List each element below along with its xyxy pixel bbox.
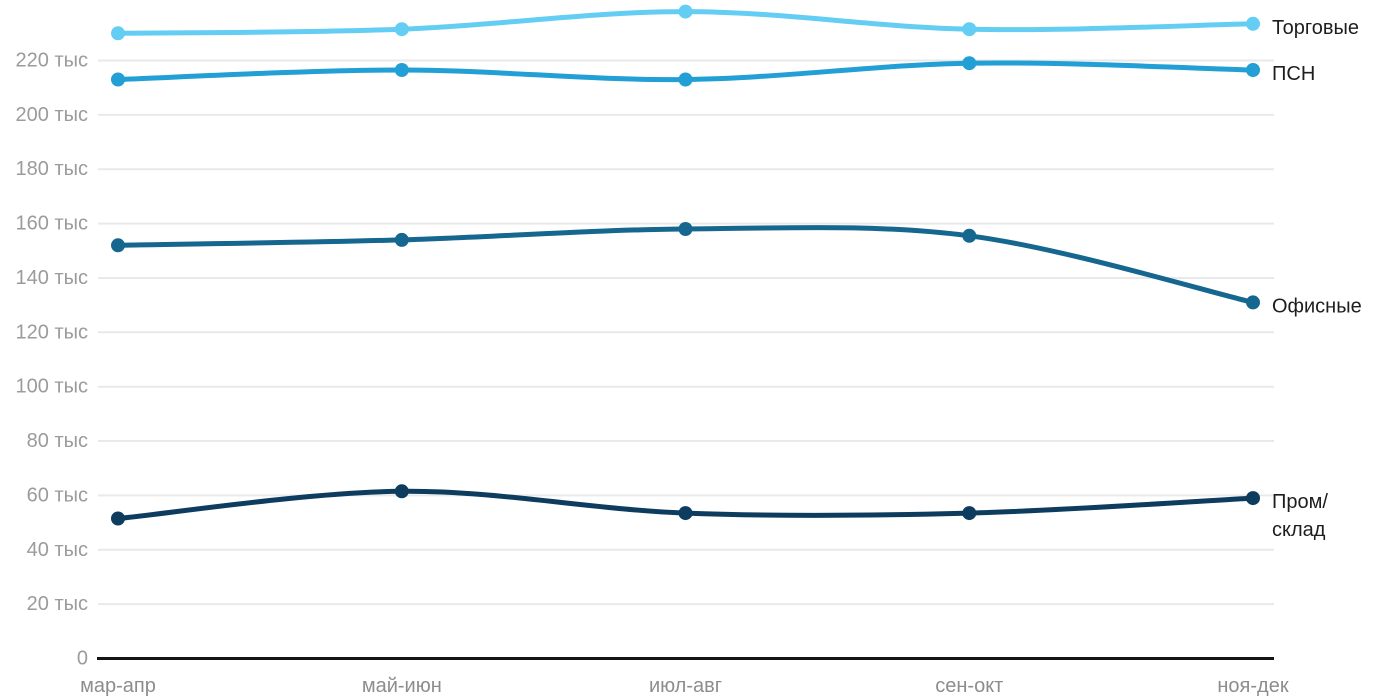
data-point[interactable] — [1246, 16, 1260, 31]
data-point[interactable] — [678, 222, 693, 236]
data-point[interactable] — [1246, 63, 1260, 77]
data-point[interactable] — [962, 228, 977, 243]
y-axis-tick-label: 0 — [77, 648, 88, 670]
data-point[interactable] — [111, 511, 125, 526]
data-point[interactable] — [962, 56, 977, 71]
data-point[interactable] — [1246, 491, 1260, 506]
x-axis-tick-label: мар-апр — [80, 675, 156, 697]
series-label: Офисные — [1272, 295, 1362, 317]
series-line-3 — [115, 225, 1256, 305]
y-axis-tick-label: 140 тыс — [16, 267, 88, 289]
y-axis-tick-label: 60 тыс — [27, 484, 88, 506]
y-axis-tick-label: 40 тыс — [27, 539, 88, 561]
data-point[interactable] — [678, 506, 693, 521]
data-point[interactable] — [678, 72, 693, 87]
x-axis-tick-label: ноя-дек — [1217, 675, 1288, 697]
x-axis-tick-label: май-июн — [362, 675, 442, 697]
data-point[interactable] — [962, 22, 977, 37]
y-axis-tick-label: 20 тыс — [27, 593, 88, 615]
x-axis-tick-label: сен-окт — [935, 675, 1003, 697]
data-point[interactable] — [678, 4, 693, 19]
data-point[interactable] — [394, 63, 409, 77]
data-point[interactable] — [394, 484, 409, 499]
data-point[interactable] — [962, 506, 977, 521]
y-axis-tick-label: 80 тыс — [27, 430, 88, 452]
data-point[interactable] — [111, 72, 125, 87]
data-point[interactable] — [394, 232, 409, 247]
y-axis-tick-label: 160 тыс — [16, 213, 88, 235]
series-label: Торговые — [1272, 17, 1359, 39]
x-axis-tick-label: июл-авг — [649, 675, 722, 697]
y-axis-tick-label: 120 тыс — [16, 321, 88, 343]
series-label: ПСН — [1272, 63, 1315, 85]
y-axis-tick-label: 200 тыс — [16, 104, 88, 126]
data-point[interactable] — [111, 238, 125, 253]
y-axis-tick-label: 100 тыс — [16, 376, 88, 398]
y-axis-tick-label: 220 тыс — [16, 50, 88, 72]
data-point[interactable] — [1246, 295, 1260, 310]
y-axis-tick-label: 180 тыс — [16, 158, 88, 180]
data-point[interactable] — [394, 22, 409, 37]
data-point[interactable] — [111, 26, 125, 41]
series-label: Пром/склад — [1272, 491, 1328, 541]
